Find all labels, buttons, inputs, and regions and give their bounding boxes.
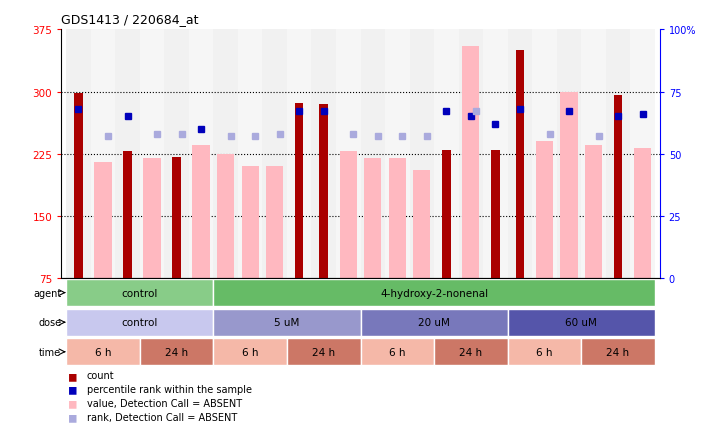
Text: time: time bbox=[39, 347, 61, 357]
Bar bbox=[242, 167, 259, 278]
Bar bbox=[66, 279, 213, 306]
Text: ■: ■ bbox=[68, 369, 76, 382]
Bar bbox=[66, 30, 91, 278]
Text: ■: ■ bbox=[68, 397, 76, 410]
Bar bbox=[189, 30, 213, 278]
Bar bbox=[606, 30, 630, 278]
Bar bbox=[66, 309, 213, 336]
Bar bbox=[364, 158, 381, 278]
Bar bbox=[536, 142, 553, 278]
Bar bbox=[266, 167, 283, 278]
Text: 24 h: 24 h bbox=[606, 347, 629, 357]
Bar bbox=[287, 339, 360, 365]
Text: percentile rank within the sample: percentile rank within the sample bbox=[87, 385, 252, 394]
Bar bbox=[483, 30, 508, 278]
Text: dose: dose bbox=[38, 318, 61, 327]
Bar bbox=[508, 309, 655, 336]
Text: control: control bbox=[122, 288, 158, 298]
Bar bbox=[434, 339, 508, 365]
Bar bbox=[508, 30, 532, 278]
Bar bbox=[319, 105, 328, 278]
Text: 6 h: 6 h bbox=[94, 347, 111, 357]
Bar bbox=[614, 95, 622, 278]
Text: rank, Detection Call = ABSENT: rank, Detection Call = ABSENT bbox=[87, 412, 236, 422]
Bar bbox=[143, 158, 161, 278]
Bar bbox=[66, 339, 140, 365]
Bar bbox=[508, 339, 581, 365]
Text: 6 h: 6 h bbox=[389, 347, 405, 357]
Text: GDS1413 / 220684_at: GDS1413 / 220684_at bbox=[61, 13, 199, 26]
Text: 5 uM: 5 uM bbox=[274, 318, 300, 327]
Bar bbox=[410, 30, 434, 278]
Bar bbox=[213, 279, 655, 306]
Text: 60 uM: 60 uM bbox=[565, 318, 597, 327]
Text: 24 h: 24 h bbox=[165, 347, 188, 357]
Bar bbox=[74, 94, 83, 278]
Bar bbox=[311, 30, 336, 278]
Bar bbox=[94, 163, 112, 278]
Bar bbox=[213, 309, 360, 336]
Bar bbox=[442, 150, 451, 278]
Bar bbox=[434, 30, 459, 278]
Bar bbox=[213, 339, 287, 365]
Text: 6 h: 6 h bbox=[242, 347, 258, 357]
Bar bbox=[213, 30, 238, 278]
Bar bbox=[217, 154, 234, 278]
Bar bbox=[557, 30, 581, 278]
Bar bbox=[360, 309, 508, 336]
Bar bbox=[193, 146, 210, 278]
Text: 24 h: 24 h bbox=[459, 347, 482, 357]
Text: 24 h: 24 h bbox=[312, 347, 335, 357]
Bar bbox=[459, 30, 483, 278]
Bar bbox=[295, 104, 304, 278]
Bar bbox=[140, 339, 213, 365]
Bar bbox=[585, 146, 602, 278]
Text: ■: ■ bbox=[68, 411, 76, 424]
Bar bbox=[287, 30, 311, 278]
Bar bbox=[164, 30, 189, 278]
Text: ■: ■ bbox=[68, 383, 76, 396]
Text: control: control bbox=[122, 318, 158, 327]
Bar bbox=[532, 30, 557, 278]
Bar bbox=[115, 30, 140, 278]
Bar bbox=[360, 30, 385, 278]
Bar bbox=[340, 152, 357, 278]
Bar bbox=[630, 30, 655, 278]
Bar bbox=[581, 339, 655, 365]
Bar bbox=[560, 92, 578, 278]
Text: value, Detection Call = ABSENT: value, Detection Call = ABSENT bbox=[87, 398, 242, 408]
Bar bbox=[385, 30, 410, 278]
Bar bbox=[360, 339, 434, 365]
Bar bbox=[413, 171, 430, 278]
Bar bbox=[581, 30, 606, 278]
Text: agent: agent bbox=[33, 288, 61, 298]
Bar bbox=[462, 47, 479, 278]
Text: 20 uM: 20 uM bbox=[418, 318, 450, 327]
Bar bbox=[491, 150, 500, 278]
Bar bbox=[262, 30, 287, 278]
Text: count: count bbox=[87, 371, 114, 380]
Bar bbox=[140, 30, 164, 278]
Bar bbox=[389, 158, 406, 278]
Bar bbox=[172, 158, 181, 278]
Bar bbox=[238, 30, 262, 278]
Bar bbox=[123, 152, 132, 278]
Bar bbox=[634, 148, 651, 278]
Text: 4-hydroxy-2-nonenal: 4-hydroxy-2-nonenal bbox=[380, 288, 488, 298]
Bar bbox=[91, 30, 115, 278]
Bar bbox=[516, 51, 524, 278]
Text: 6 h: 6 h bbox=[536, 347, 553, 357]
Bar bbox=[336, 30, 360, 278]
